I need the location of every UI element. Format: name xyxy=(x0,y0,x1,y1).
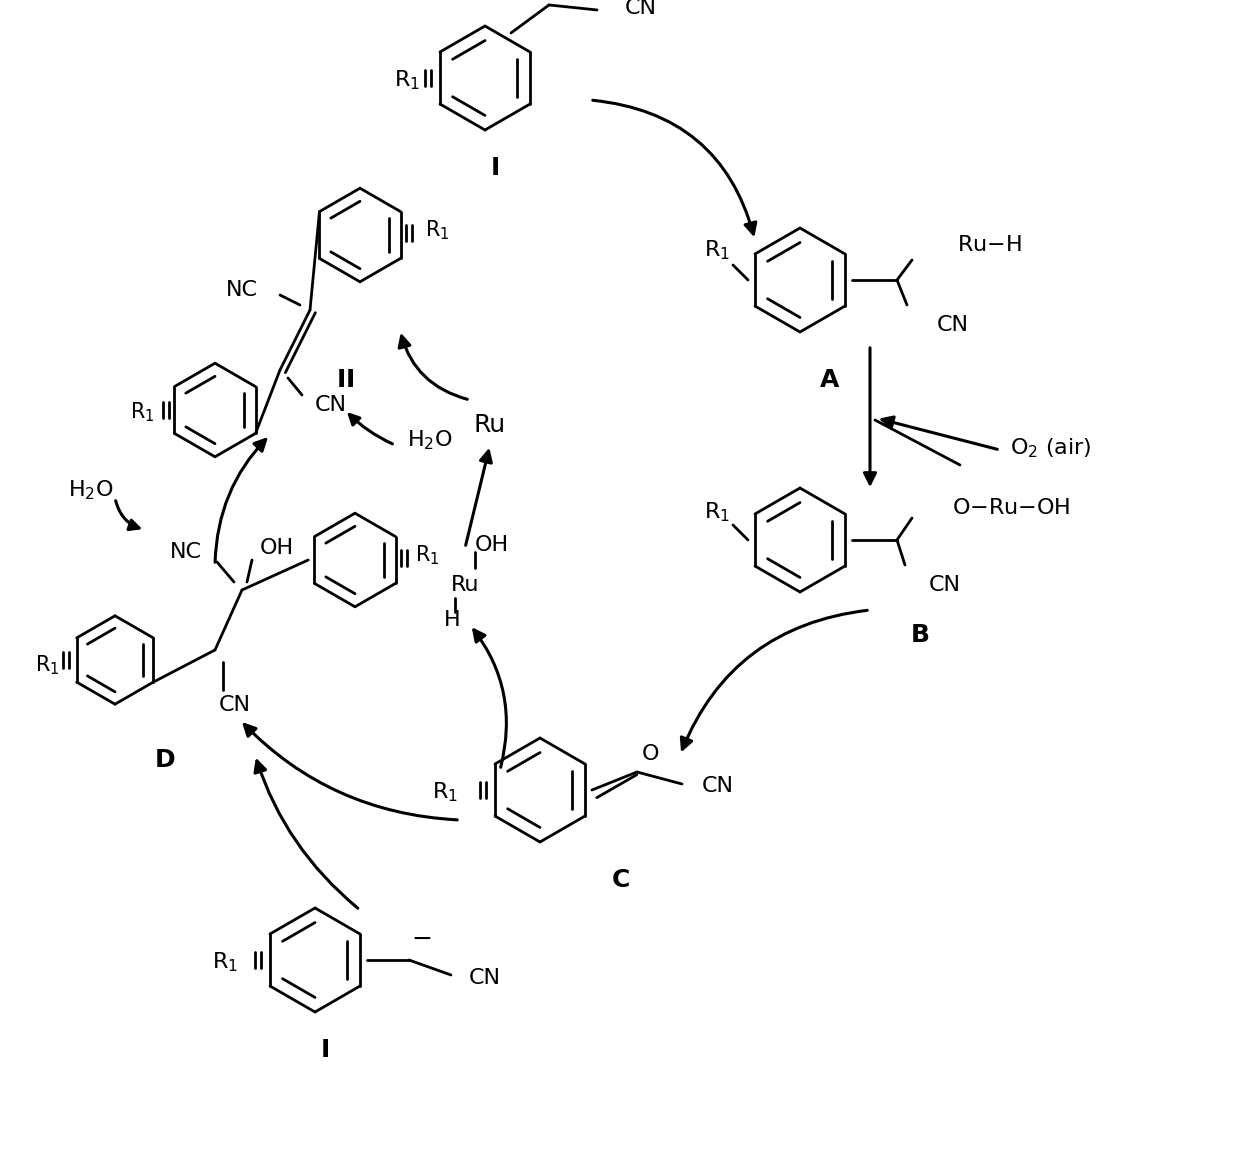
Text: Ru$-$H: Ru$-$H xyxy=(957,235,1022,255)
Text: R$_1$: R$_1$ xyxy=(415,544,440,567)
Text: H$_2$O: H$_2$O xyxy=(68,478,114,502)
Text: R$_1$: R$_1$ xyxy=(432,780,458,804)
Text: Ru: Ru xyxy=(474,414,506,437)
Text: $\mathbf{I}$: $\mathbf{I}$ xyxy=(320,1038,330,1062)
Text: $\mathbf{C}$: $\mathbf{C}$ xyxy=(610,867,630,892)
Text: $\mathbf{D}$: $\mathbf{D}$ xyxy=(154,748,176,772)
Text: $\mathbf{A}$: $\mathbf{A}$ xyxy=(820,367,841,392)
Text: CN: CN xyxy=(625,0,657,18)
Text: $\mathbf{B}$: $\mathbf{B}$ xyxy=(910,623,930,647)
Text: CN: CN xyxy=(219,695,250,715)
Text: H: H xyxy=(444,611,460,630)
Text: O$-$Ru$-$OH: O$-$Ru$-$OH xyxy=(952,498,1070,518)
Text: R$_1$: R$_1$ xyxy=(704,238,730,262)
Text: R$_1$: R$_1$ xyxy=(130,400,155,424)
Text: Ru: Ru xyxy=(451,575,479,594)
Text: OH: OH xyxy=(260,538,294,558)
Text: R$_1$: R$_1$ xyxy=(36,653,60,677)
Text: $\mathbf{II}$: $\mathbf{II}$ xyxy=(336,367,355,392)
Text: CN: CN xyxy=(937,314,968,335)
Text: O: O xyxy=(642,744,660,764)
Text: CN: CN xyxy=(929,575,961,594)
Text: R$_1$: R$_1$ xyxy=(704,500,730,524)
Text: H$_2$O: H$_2$O xyxy=(407,429,453,452)
Text: CN: CN xyxy=(315,395,347,415)
Text: $\mathbf{I}$: $\mathbf{I}$ xyxy=(491,156,500,180)
Text: CN: CN xyxy=(702,776,734,796)
Text: R$_1$: R$_1$ xyxy=(394,68,420,92)
Text: R$_1$: R$_1$ xyxy=(425,218,450,242)
Text: $-$: $-$ xyxy=(410,926,432,950)
Text: OH: OH xyxy=(475,535,510,555)
Text: R$_1$: R$_1$ xyxy=(212,950,238,973)
Text: CN: CN xyxy=(469,968,501,988)
Text: NC: NC xyxy=(226,280,258,300)
Text: NC: NC xyxy=(170,541,202,562)
Text: O$_2$ (air): O$_2$ (air) xyxy=(1011,437,1091,460)
